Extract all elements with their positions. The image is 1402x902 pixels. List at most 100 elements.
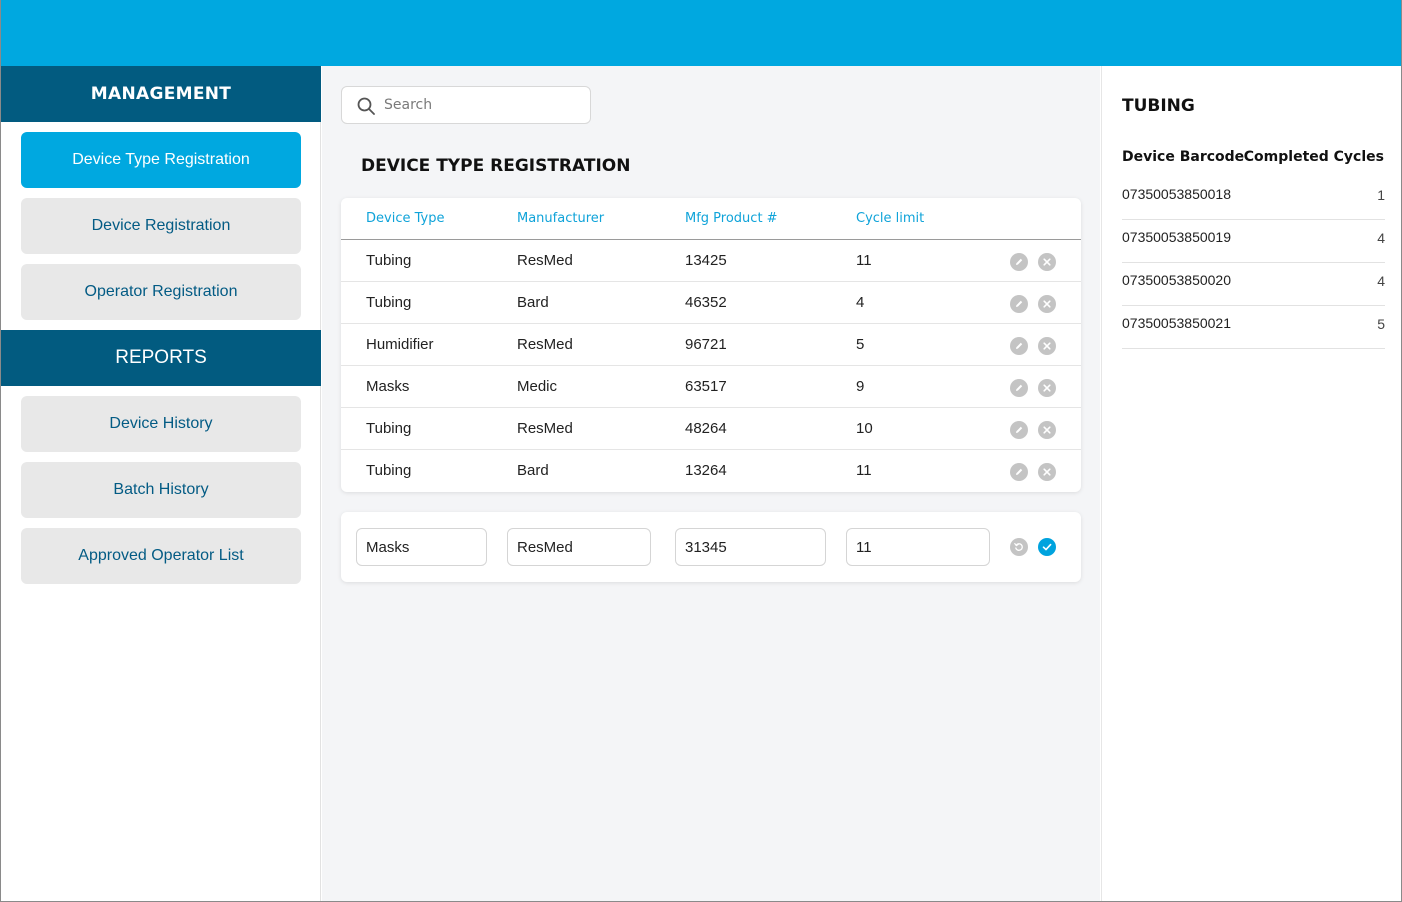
delete-button[interactable] bbox=[1038, 421, 1056, 439]
completed-cycles: 4 bbox=[1377, 230, 1385, 246]
table-header: Device Type Manufacturer Mfg Product # C… bbox=[341, 198, 1081, 240]
completed-cycles: 1 bbox=[1377, 187, 1385, 203]
sidebar-item-operator-registration[interactable]: Operator Registration bbox=[21, 264, 301, 320]
product-number-cell: 46352 bbox=[685, 294, 727, 311]
completed-cycles: 4 bbox=[1377, 273, 1385, 289]
product-number-cell: 63517 bbox=[685, 378, 727, 395]
edit-button[interactable] bbox=[1010, 463, 1028, 481]
delete-button[interactable] bbox=[1038, 295, 1056, 313]
panel-title: TUBING bbox=[1122, 96, 1195, 116]
undo-icon bbox=[1014, 543, 1023, 551]
product-number-field[interactable] bbox=[675, 528, 826, 566]
reports-header: REPORTS bbox=[1, 330, 321, 386]
close-icon bbox=[1043, 300, 1051, 308]
check-icon bbox=[1042, 543, 1052, 551]
table-row: Tubing ResMed 13425 11 bbox=[341, 240, 1081, 282]
pencil-icon bbox=[1016, 300, 1023, 307]
pencil-icon bbox=[1016, 468, 1023, 475]
device-type-table: Device Type Manufacturer Mfg Product # C… bbox=[341, 198, 1081, 492]
completed-cycles: 5 bbox=[1377, 316, 1385, 332]
close-icon bbox=[1043, 426, 1051, 434]
pencil-icon bbox=[1016, 342, 1023, 349]
column-header-mfg-product: Mfg Product # bbox=[685, 211, 778, 226]
device-type-cell: Humidifier bbox=[366, 336, 434, 353]
table-row: Masks Medic 63517 9 bbox=[341, 366, 1081, 408]
search-icon bbox=[357, 97, 375, 115]
cycle-limit-cell: 4 bbox=[856, 294, 865, 311]
manufacturer-cell: Bard bbox=[517, 294, 549, 311]
column-header-completed-cycles: Completed Cycles bbox=[1243, 149, 1384, 165]
sidebar-item-device-type-registration[interactable]: Device Type Registration bbox=[21, 132, 301, 188]
manufacturer-cell: Medic bbox=[517, 378, 558, 395]
column-header-device-type: Device Type bbox=[366, 211, 445, 226]
device-type-cell: Tubing bbox=[366, 420, 412, 437]
pencil-icon bbox=[1016, 384, 1023, 391]
table-row: Tubing Bard 13264 11 bbox=[341, 450, 1081, 492]
pencil-icon bbox=[1016, 258, 1023, 265]
top-bar bbox=[0, 0, 1402, 66]
cycle-limit-cell: 10 bbox=[856, 420, 873, 437]
device-type-cell: Tubing bbox=[366, 252, 412, 269]
page-title: DEVICE TYPE REGISTRATION bbox=[361, 156, 631, 176]
edit-button[interactable] bbox=[1010, 253, 1028, 271]
cycle-limit-cell: 5 bbox=[856, 336, 865, 353]
manufacturer-cell: Bard bbox=[517, 462, 549, 479]
reset-button[interactable] bbox=[1010, 538, 1028, 556]
product-number-cell: 96721 bbox=[685, 336, 727, 353]
column-header-manufacturer: Manufacturer bbox=[517, 211, 605, 226]
table-row: Humidifier ResMed 96721 5 bbox=[341, 324, 1081, 366]
list-item: 07350053850021 5 bbox=[1122, 306, 1385, 349]
sidebar-item-approved-operator-list[interactable]: Approved Operator List bbox=[21, 528, 301, 584]
device-type-cell: Tubing bbox=[366, 462, 412, 479]
device-barcode: 07350053850021 bbox=[1122, 315, 1232, 331]
cycle-limit-cell: 11 bbox=[856, 462, 872, 479]
column-header-device-barcode: Device Barcode bbox=[1122, 149, 1245, 165]
add-device-type-form bbox=[341, 512, 1081, 582]
manufacturer-field[interactable] bbox=[507, 528, 651, 566]
list-item: 07350053850019 4 bbox=[1122, 220, 1385, 263]
cycle-limit-field[interactable] bbox=[846, 528, 990, 566]
delete-button[interactable] bbox=[1038, 463, 1056, 481]
close-icon bbox=[1043, 384, 1051, 392]
sidebar: MANAGEMENT Device Type Registration Devi… bbox=[1, 66, 321, 901]
pencil-icon bbox=[1016, 426, 1023, 433]
list-item: 07350053850018 1 bbox=[1122, 177, 1385, 220]
search-box[interactable] bbox=[341, 86, 591, 124]
delete-button[interactable] bbox=[1038, 337, 1056, 355]
main-content: DEVICE TYPE REGISTRATION Device Type Man… bbox=[322, 66, 1100, 901]
manufacturer-cell: ResMed bbox=[517, 420, 573, 437]
edit-button[interactable] bbox=[1010, 337, 1028, 355]
product-number-cell: 13264 bbox=[685, 462, 727, 479]
list-item: 07350053850020 4 bbox=[1122, 263, 1385, 306]
device-barcode: 07350053850018 bbox=[1122, 186, 1232, 202]
tubing-panel: TUBING Device Barcode Completed Cycles 0… bbox=[1101, 66, 1401, 901]
device-type-cell: Masks bbox=[366, 378, 410, 395]
delete-button[interactable] bbox=[1038, 379, 1056, 397]
close-icon bbox=[1043, 258, 1051, 266]
product-number-cell: 48264 bbox=[685, 420, 727, 437]
search-input[interactable] bbox=[384, 94, 579, 116]
edit-button[interactable] bbox=[1010, 295, 1028, 313]
device-barcode: 07350053850019 bbox=[1122, 229, 1232, 245]
manufacturer-cell: ResMed bbox=[517, 252, 573, 269]
device-type-cell: Tubing bbox=[366, 294, 412, 311]
sidebar-item-batch-history[interactable]: Batch History bbox=[21, 462, 301, 518]
management-header: MANAGEMENT bbox=[1, 66, 321, 122]
device-type-field[interactable] bbox=[356, 528, 487, 566]
table-row: Tubing Bard 46352 4 bbox=[341, 282, 1081, 324]
table-row: Tubing ResMed 48264 10 bbox=[341, 408, 1081, 450]
edit-button[interactable] bbox=[1010, 421, 1028, 439]
cycle-limit-cell: 11 bbox=[856, 252, 872, 269]
confirm-button[interactable] bbox=[1038, 538, 1056, 556]
device-barcode: 07350053850020 bbox=[1122, 272, 1232, 288]
column-header-cycle-limit: Cycle limit bbox=[856, 211, 925, 226]
sidebar-item-device-history[interactable]: Device History bbox=[21, 396, 301, 452]
edit-button[interactable] bbox=[1010, 379, 1028, 397]
delete-button[interactable] bbox=[1038, 253, 1056, 271]
close-icon bbox=[1043, 342, 1051, 350]
product-number-cell: 13425 bbox=[685, 252, 727, 269]
close-icon bbox=[1043, 468, 1051, 476]
manufacturer-cell: ResMed bbox=[517, 336, 573, 353]
sidebar-item-device-registration[interactable]: Device Registration bbox=[21, 198, 301, 254]
